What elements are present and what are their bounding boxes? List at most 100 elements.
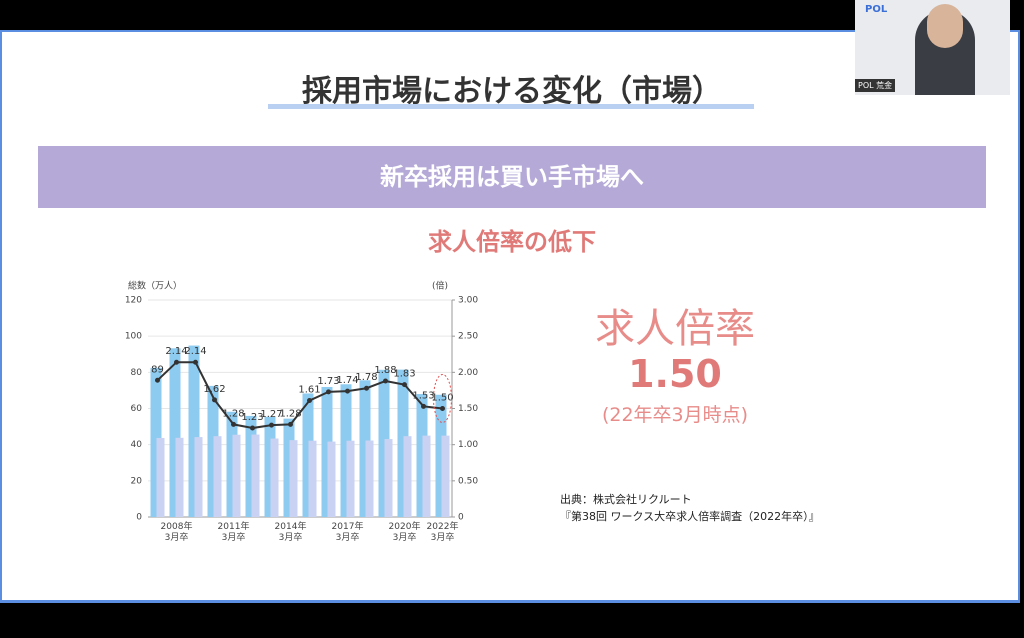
marker — [402, 382, 407, 388]
bar — [416, 394, 428, 517]
data-label: 1.83 — [393, 369, 415, 380]
data-label: 89 — [151, 364, 164, 375]
face — [927, 4, 963, 48]
marker — [155, 377, 160, 383]
bar — [264, 416, 276, 517]
marker — [440, 406, 445, 411]
bar — [175, 437, 184, 517]
marker — [269, 422, 274, 428]
x-tick-label: 2014年 3月卒 — [274, 522, 307, 543]
y-tick-label: 0 — [136, 513, 142, 523]
bar — [422, 435, 431, 517]
title-underline — [268, 104, 754, 109]
marker — [307, 398, 312, 404]
x-tick-label: 2008年 3月卒 — [160, 522, 193, 543]
y-tick-label: 20 — [131, 476, 143, 486]
bar — [397, 369, 409, 517]
camera-view: POL POL 荒金 — [855, 0, 1010, 95]
marker — [193, 359, 198, 365]
bar — [188, 345, 200, 517]
bar — [378, 369, 390, 517]
y2-tick-label: 1.00 — [458, 440, 478, 450]
bar — [302, 393, 314, 517]
marker — [383, 378, 388, 384]
data-label: 1.27 — [260, 409, 282, 420]
highlight-label: 求人倍率 — [595, 306, 755, 352]
highlight-note: (22年卒3月時点) — [601, 404, 749, 426]
bar — [213, 436, 222, 517]
bar — [403, 436, 412, 517]
marker — [326, 389, 331, 395]
x-tick-label: 2022年 3月卒 — [426, 522, 459, 543]
bar — [308, 440, 317, 517]
data-label: 2.14 — [165, 346, 187, 357]
bar — [207, 385, 219, 517]
camera-logo: POL — [865, 4, 888, 15]
marker — [250, 425, 255, 431]
data-label: 1.61 — [298, 385, 320, 396]
highlight-ring — [433, 374, 452, 423]
bar — [435, 394, 447, 517]
bar — [283, 418, 295, 517]
marker — [364, 385, 369, 391]
highlight-value: 1.50 — [628, 352, 722, 396]
slide-title: 採用市場における変化（市場） — [302, 74, 722, 109]
bar — [359, 380, 371, 517]
y2-tick-label: 2.50 — [458, 332, 478, 342]
y2-axis-title: (倍) — [432, 280, 448, 292]
bar — [156, 437, 165, 517]
bar — [232, 434, 241, 517]
bar — [321, 386, 333, 517]
marker — [174, 359, 179, 365]
y2-tick-label: 1.50 — [458, 404, 478, 414]
bar — [365, 440, 374, 517]
data-label: 1.50 — [431, 393, 453, 404]
data-label: 1.23 — [241, 412, 263, 423]
marker — [288, 421, 293, 427]
x-tick-label: 2011年 3月卒 — [217, 522, 250, 543]
bar — [327, 441, 336, 517]
y-tick-label: 40 — [131, 440, 143, 450]
y-tick-label: 120 — [125, 296, 142, 306]
y2-tick-label: 3.00 — [458, 296, 478, 306]
bar — [194, 437, 203, 517]
line — [156, 361, 443, 430]
y-tick-label: 80 — [131, 368, 143, 378]
marker — [212, 397, 217, 403]
data-label: 1.62 — [203, 384, 225, 395]
data-label: 1.73 — [317, 376, 339, 387]
y2-tick-label: 2.00 — [458, 368, 478, 378]
marker — [345, 388, 350, 394]
bar — [226, 411, 238, 517]
data-label: 1.28 — [222, 408, 244, 419]
bar — [150, 367, 162, 517]
x-tick-label: 2017年 3月卒 — [331, 522, 364, 543]
data-label: 2.14 — [184, 346, 206, 357]
data-label: 1.74 — [336, 375, 358, 386]
data-label: 1.88 — [374, 365, 396, 376]
y-tick-label: 100 — [125, 332, 142, 342]
source-line: 出典：株式会社リクルート — [560, 493, 692, 506]
bar — [245, 415, 257, 517]
y-axis-title: 総数（万人） — [128, 280, 182, 292]
bar — [346, 440, 355, 517]
camera-name: POL 荒金 — [855, 79, 896, 92]
bar — [340, 384, 352, 517]
bar — [384, 439, 393, 517]
marker — [421, 403, 426, 409]
data-label: 1.78 — [355, 372, 377, 383]
marker — [231, 421, 236, 427]
data-label: 1.28 — [279, 408, 301, 419]
x-tick-label: 2020年 3月卒 — [388, 522, 421, 543]
bar — [251, 434, 260, 517]
subtitle: 求人倍率の低下 — [428, 228, 596, 256]
y2-tick-label: 0.50 — [458, 476, 478, 486]
bar — [289, 440, 298, 517]
y-tick-label: 60 — [131, 404, 143, 414]
banner: 新卒採用は買い手市場へ — [38, 146, 986, 208]
data-label: 1.53 — [412, 390, 434, 401]
bar — [441, 435, 450, 517]
bar — [270, 438, 279, 517]
